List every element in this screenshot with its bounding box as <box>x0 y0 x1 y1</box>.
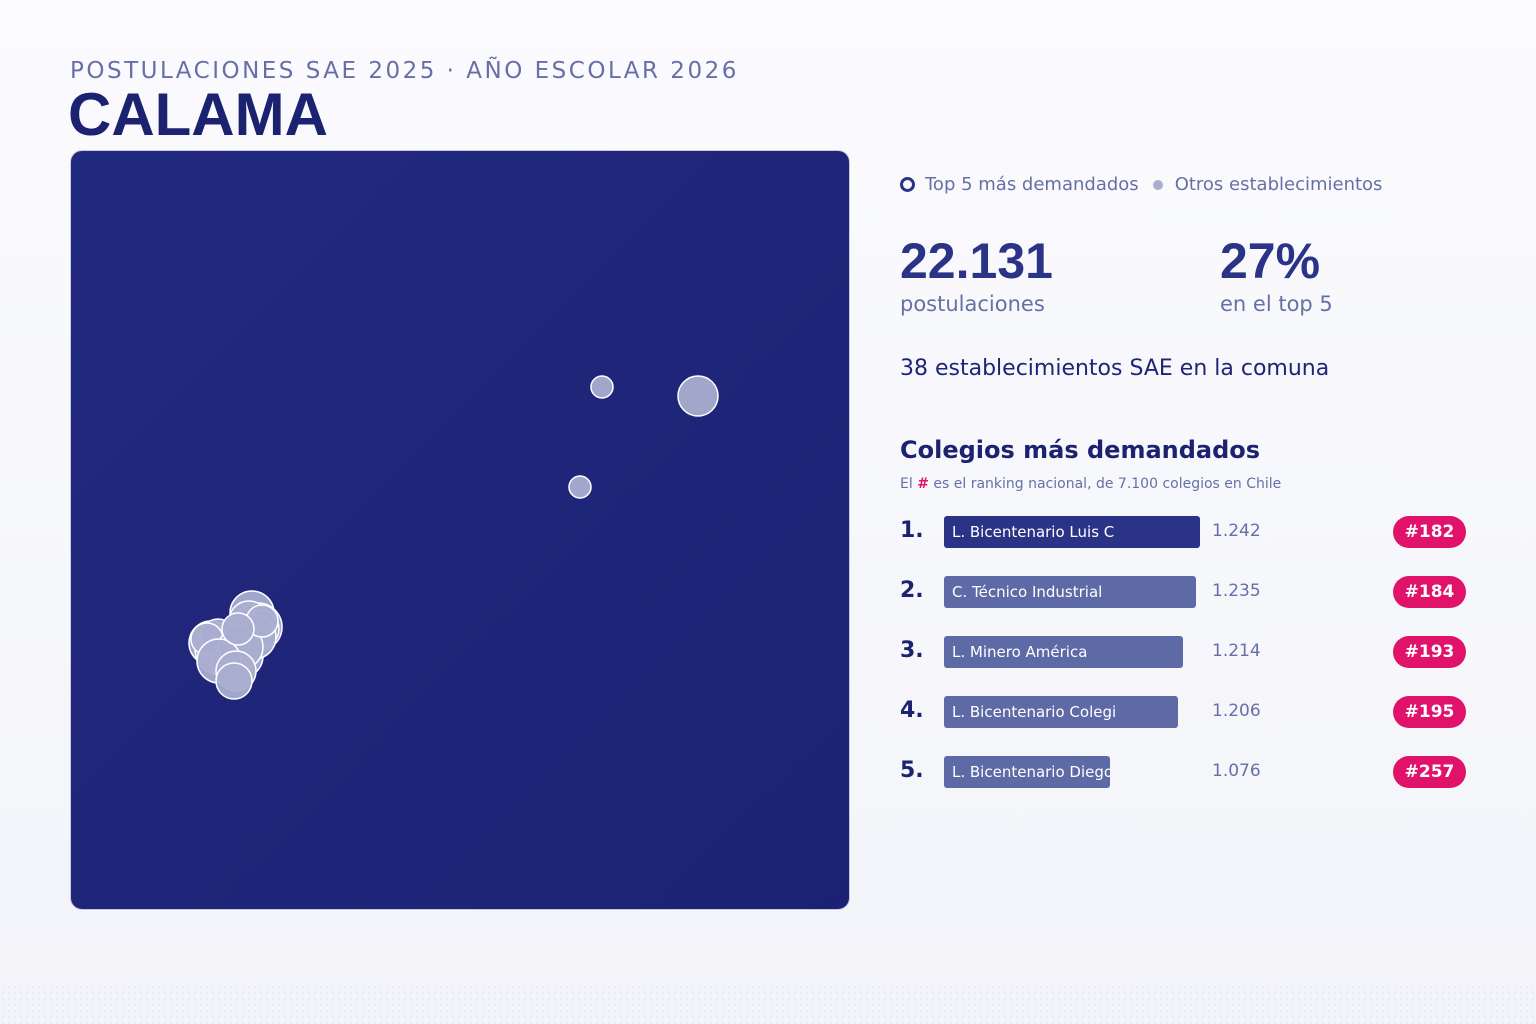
page-title: CALAMA <box>68 81 328 148</box>
ranking-row[interactable]: 3. L. Minero América 1.214 #193 <box>900 636 1466 668</box>
ranking-row[interactable]: 5. L. Bicentenario Diego 1.076 #257 <box>900 756 1466 788</box>
school-bar: L. Bicentenario Colegi <box>944 696 1178 728</box>
school-marker[interactable] <box>677 375 719 417</box>
school-bar: C. Técnico Industrial <box>944 576 1196 608</box>
applications-count: 22.131 <box>900 233 1053 289</box>
school-bar: L. Minero América <box>944 636 1183 668</box>
rank-number: 1. <box>900 518 924 543</box>
top5-share-label: en el top 5 <box>1220 292 1333 316</box>
school-marker[interactable] <box>215 662 253 700</box>
decorative-dot-band <box>0 984 1536 1024</box>
map-legend: Top 5 más demandados Otros establecimien… <box>900 174 1382 195</box>
ranking-note: El # es el ranking nacional, de 7.100 co… <box>900 476 1281 492</box>
national-rank-badge: #182 <box>1393 516 1466 548</box>
ranking-row[interactable]: 1. L. Bicentenario Luis C 1.242 #182 <box>900 516 1466 548</box>
other-dot-icon <box>1152 179 1163 190</box>
establishments-count-text: 38 establecimientos SAE en la comuna <box>900 356 1330 381</box>
national-rank-badge: #184 <box>1393 576 1466 608</box>
ranking-row[interactable]: 2. C. Técnico Industrial 1.235 #184 <box>900 576 1466 608</box>
map-markers-layer <box>188 375 719 700</box>
national-rank-badge: #257 <box>1393 756 1466 788</box>
commune-map[interactable] <box>70 150 850 910</box>
applications-value: 1.235 <box>1212 581 1261 601</box>
rank-number: 5. <box>900 758 924 783</box>
applications-value: 1.206 <box>1212 701 1261 721</box>
ranking-row[interactable]: 4. L. Bicentenario Colegi 1.206 #195 <box>900 696 1466 728</box>
school-marker[interactable] <box>221 612 255 646</box>
top5-share-value: 27% <box>1220 233 1321 289</box>
legend-top5-label: Top 5 más demandados <box>925 174 1139 195</box>
school-bar: L. Bicentenario Diego <box>944 756 1110 788</box>
school-bar: L. Bicentenario Luis C <box>944 516 1200 548</box>
legend-others-label: Otros establecimientos <box>1174 174 1383 195</box>
rank-number: 2. <box>900 578 924 603</box>
page-subtitle: POSTULACIONES SAE 2025 · AÑO ESCOLAR 202… <box>70 58 739 84</box>
applications-value: 1.076 <box>1212 761 1261 781</box>
national-rank-badge: #195 <box>1393 696 1466 728</box>
top5-ring-icon <box>900 177 915 192</box>
applications-value: 1.242 <box>1212 521 1261 541</box>
rank-number: 4. <box>900 698 924 723</box>
applications-value: 1.214 <box>1212 641 1261 661</box>
ranking-note-suffix: es el ranking nacional, de 7.100 colegio… <box>933 476 1282 492</box>
applications-label: postulaciones <box>900 292 1045 316</box>
ranking-note-prefix: El <box>900 476 913 492</box>
national-rank-badge: #193 <box>1393 636 1466 668</box>
rank-number: 3. <box>900 638 924 663</box>
ranking-heading: Colegios más demandados <box>900 436 1261 464</box>
school-marker[interactable] <box>590 375 614 399</box>
school-marker[interactable] <box>568 475 592 499</box>
ranking-note-hash: # <box>917 476 929 492</box>
